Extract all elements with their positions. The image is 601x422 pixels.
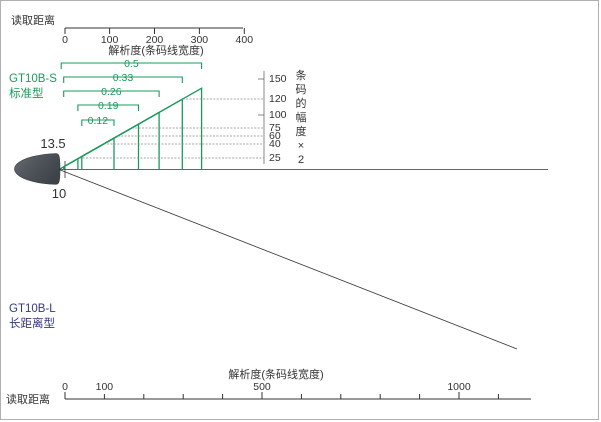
svg-text:100: 100 (96, 381, 114, 393)
svg-text:10: 10 (52, 186, 66, 201)
svg-text:0.5: 0.5 (124, 58, 139, 70)
svg-text:13.5: 13.5 (40, 136, 65, 151)
svg-text:GT10B-L: GT10B-L (9, 303, 56, 315)
svg-text:40: 40 (269, 138, 281, 150)
svg-text:标准型: 标准型 (9, 86, 44, 100)
svg-text:120: 120 (269, 93, 287, 105)
svg-text:400: 400 (236, 34, 254, 46)
svg-text:读取距离: 读取距离 (11, 13, 55, 27)
svg-text:度: 度 (296, 124, 307, 138)
svg-text:读取距离: 读取距离 (6, 392, 50, 406)
svg-text:0: 0 (62, 381, 68, 393)
svg-text:解析度(条码线宽度): 解析度(条码线宽度) (108, 43, 203, 57)
svg-text:25: 25 (269, 152, 281, 164)
svg-text:0.12: 0.12 (88, 115, 109, 127)
svg-text:幅: 幅 (296, 111, 307, 124)
svg-text:解析度(条码线宽度): 解析度(条码线宽度) (228, 367, 323, 381)
svg-text:0.19: 0.19 (98, 100, 119, 112)
svg-text:码: 码 (296, 83, 307, 96)
svg-text:500: 500 (253, 381, 271, 393)
svg-text:0.33: 0.33 (113, 72, 134, 84)
svg-text:1000: 1000 (447, 381, 471, 393)
svg-text:×: × (298, 140, 304, 152)
svg-text:长距离型: 长距离型 (9, 316, 55, 330)
svg-text:的: 的 (296, 96, 307, 110)
svg-text:2: 2 (298, 154, 304, 166)
svg-text:条: 条 (296, 68, 307, 82)
svg-text:150: 150 (269, 73, 287, 85)
svg-text:100: 100 (269, 109, 287, 121)
svg-text:0.26: 0.26 (101, 86, 122, 98)
svg-text:GT10B-S: GT10B-S (9, 73, 57, 85)
svg-text:0: 0 (62, 34, 68, 46)
